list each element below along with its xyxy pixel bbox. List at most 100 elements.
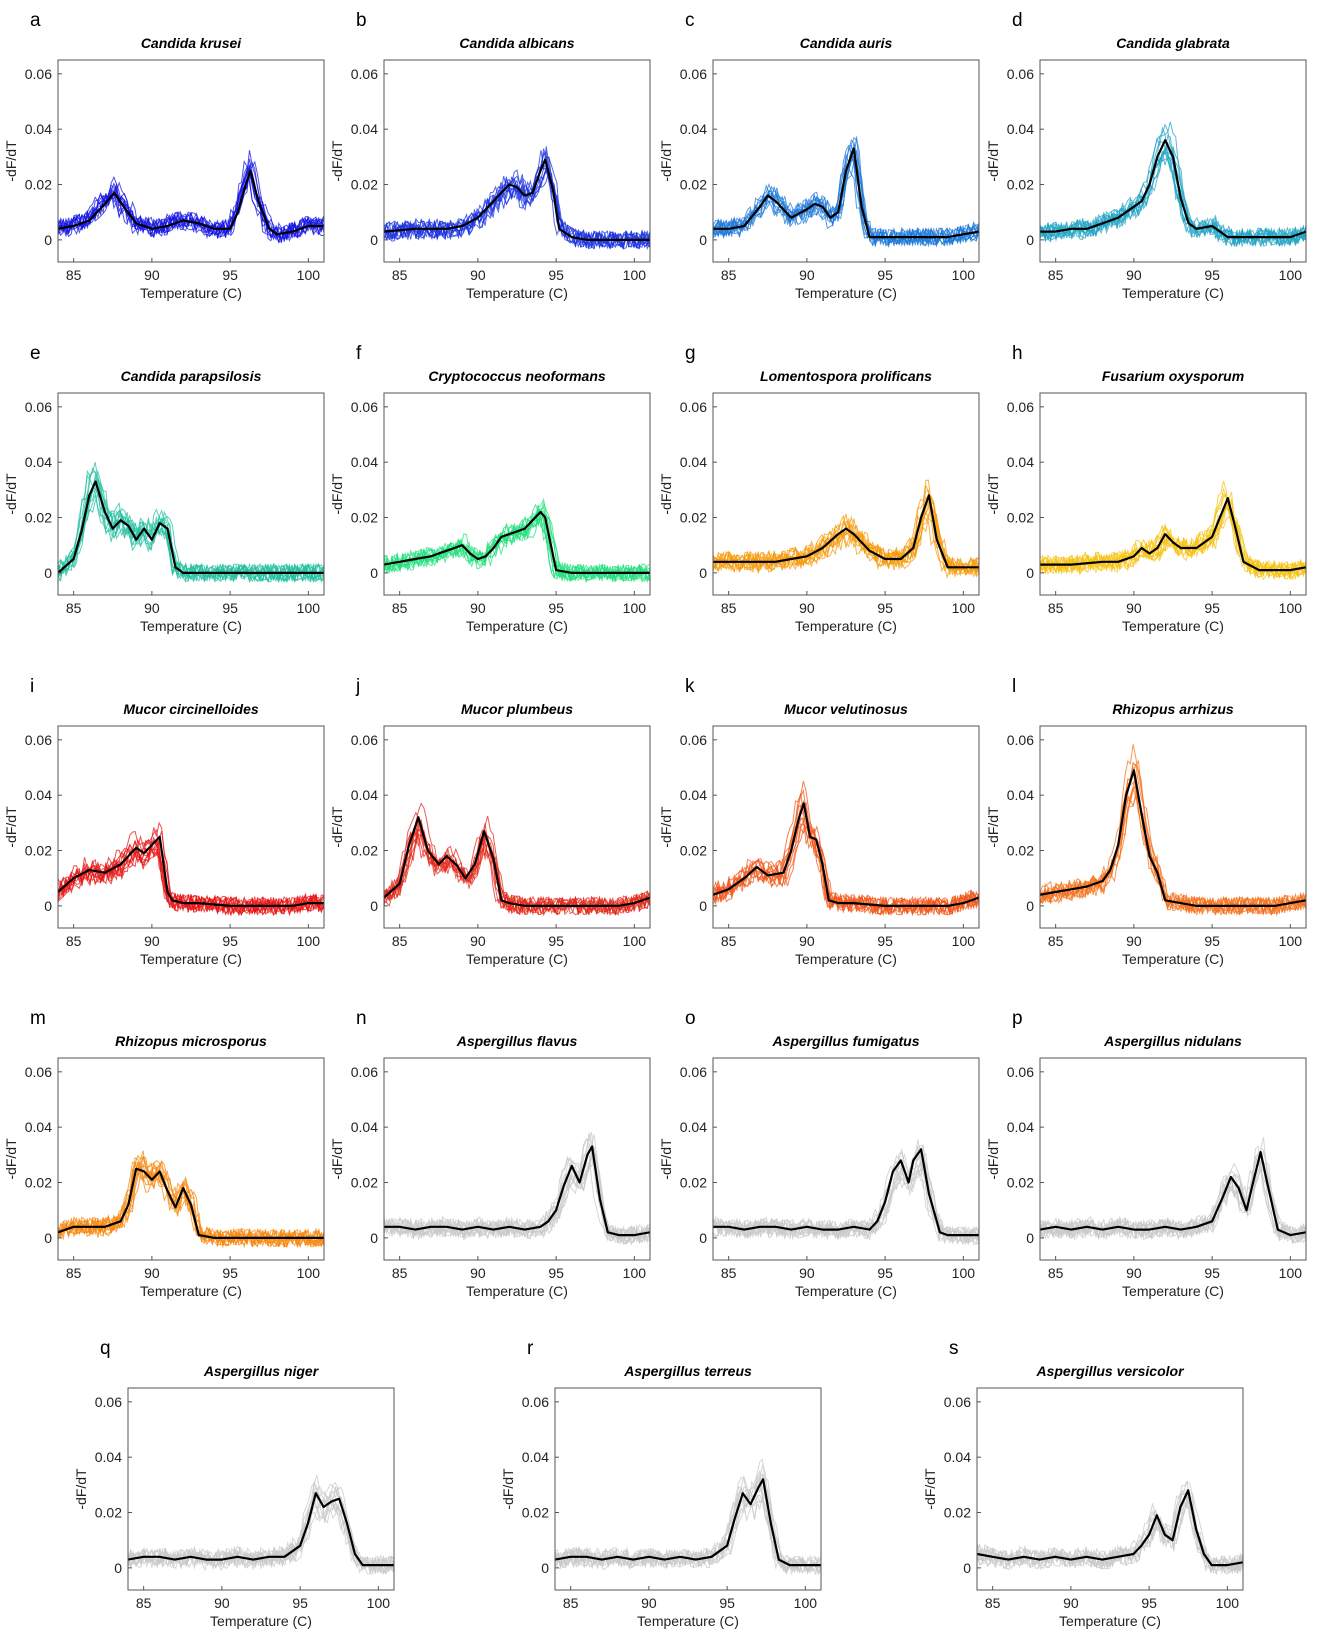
panel-h: 85 90 95 100 0 0.02 0.04 0.06 Temperature (C) -dF… bbox=[985, 343, 1307, 634]
x-tick-label: 90 bbox=[1126, 1265, 1142, 1281]
x-tick-label: 100 bbox=[297, 600, 321, 616]
x-tick-label: 90 bbox=[1126, 267, 1142, 283]
replicate-trace bbox=[58, 474, 324, 583]
axes-box bbox=[1039, 725, 1307, 929]
mean-curve bbox=[555, 1478, 821, 1567]
mean-curve bbox=[713, 494, 979, 569]
y-tick-label: 0 bbox=[370, 565, 378, 581]
x-tick-label: 85 bbox=[563, 1595, 579, 1611]
y-tick-label: 0.02 bbox=[680, 1175, 707, 1191]
panel-title: Rhizopus microsporus bbox=[115, 1033, 267, 1049]
y-tick-label: 0.02 bbox=[351, 843, 378, 859]
x-axis-label: Temperature (C) bbox=[637, 1613, 739, 1629]
y-tick-label: 0 bbox=[541, 1560, 549, 1576]
y-tick-label: 0 bbox=[44, 232, 52, 248]
panel-letter: a bbox=[30, 10, 41, 31]
x-axis-label: Temperature (C) bbox=[466, 618, 568, 634]
panel-letter: k bbox=[685, 676, 695, 697]
x-tick-label: 100 bbox=[367, 1595, 391, 1611]
axes-box bbox=[57, 392, 325, 596]
replicate-traces bbox=[1040, 744, 1306, 917]
y-tick-label: 0.06 bbox=[680, 399, 707, 415]
x-tick-label: 100 bbox=[1279, 267, 1303, 283]
x-tick-label: 95 bbox=[292, 1595, 308, 1611]
mean-curve bbox=[58, 480, 324, 575]
y-tick-label: 0.06 bbox=[25, 1064, 52, 1080]
x-axis-label: Temperature (C) bbox=[1059, 1613, 1161, 1629]
y-axis-label: -dF/dT bbox=[985, 140, 1001, 182]
panel-title: Aspergillus fumigatus bbox=[771, 1033, 919, 1049]
replicate-trace bbox=[58, 462, 324, 583]
panel-letter: q bbox=[100, 1338, 111, 1359]
panel-title: Mucor plumbeus bbox=[461, 701, 573, 717]
x-tick-label: 85 bbox=[392, 1265, 408, 1281]
panel-letter: i bbox=[30, 676, 34, 697]
y-tick-label: 0 bbox=[44, 565, 52, 581]
axes-box bbox=[712, 392, 980, 596]
x-axis-label: Temperature (C) bbox=[140, 951, 242, 967]
panel-s: 85 90 95 100 0 0.02 0.04 0.06 Temperature (C) -dF… bbox=[922, 1338, 1244, 1629]
y-tick-label: 0.02 bbox=[522, 1505, 549, 1521]
y-tick-label: 0.06 bbox=[95, 1394, 122, 1410]
x-axis-label: Temperature (C) bbox=[795, 1283, 897, 1299]
y-tick-label: 0 bbox=[44, 1230, 52, 1246]
x-tick-label: 100 bbox=[952, 1265, 976, 1281]
panel-title: Rhizopus arrhizus bbox=[1112, 701, 1234, 717]
x-axis-label: Temperature (C) bbox=[140, 618, 242, 634]
panel-a: 85 90 95 100 0 0.02 0.04 0.06 Temperature (C) -dF… bbox=[3, 10, 325, 301]
y-axis-label: -dF/dT bbox=[73, 1468, 89, 1510]
replicate-traces bbox=[58, 821, 324, 917]
panel-title: Candida albicans bbox=[459, 35, 574, 51]
x-tick-label: 90 bbox=[1126, 933, 1142, 949]
y-tick-label: 0.02 bbox=[351, 510, 378, 526]
axes-box bbox=[712, 725, 980, 929]
mean-curve bbox=[58, 169, 324, 236]
panel-title: Aspergillus nidulans bbox=[1103, 1033, 1242, 1049]
x-axis-label: Temperature (C) bbox=[1122, 618, 1224, 634]
panel-letter: m bbox=[30, 1008, 46, 1029]
replicate-trace bbox=[1040, 1137, 1306, 1241]
x-tick-label: 95 bbox=[1141, 1595, 1157, 1611]
x-tick-label: 90 bbox=[470, 267, 486, 283]
x-axis-label: Temperature (C) bbox=[466, 1283, 568, 1299]
axes-box bbox=[127, 1387, 395, 1591]
y-tick-label: 0.06 bbox=[1007, 1064, 1034, 1080]
x-axis-label: Temperature (C) bbox=[1122, 285, 1224, 301]
x-tick-label: 100 bbox=[623, 600, 647, 616]
y-tick-label: 0 bbox=[370, 232, 378, 248]
x-tick-label: 100 bbox=[1216, 1595, 1240, 1611]
panel-title: Aspergillus versicolor bbox=[1035, 1363, 1185, 1379]
x-tick-label: 95 bbox=[1204, 1265, 1220, 1281]
y-tick-label: 0.04 bbox=[351, 454, 378, 470]
replicate-trace bbox=[1040, 499, 1306, 581]
mean-curve bbox=[1040, 497, 1306, 572]
axes-box bbox=[57, 725, 325, 929]
x-tick-label: 95 bbox=[222, 1265, 238, 1281]
mean-curve bbox=[384, 816, 650, 908]
panel-letter: e bbox=[30, 343, 41, 364]
y-tick-label: 0.06 bbox=[25, 732, 52, 748]
replicate-trace bbox=[555, 1463, 821, 1574]
x-tick-label: 85 bbox=[66, 933, 82, 949]
y-tick-label: 0.04 bbox=[1007, 121, 1034, 137]
x-tick-label: 100 bbox=[952, 267, 976, 283]
y-tick-label: 0.06 bbox=[680, 1064, 707, 1080]
panel-l: 85 90 95 100 0 0.02 0.04 0.06 Temperature (C) -dF… bbox=[985, 676, 1307, 967]
x-tick-label: 100 bbox=[952, 933, 976, 949]
panel-title: Aspergillus flavus bbox=[456, 1033, 578, 1049]
x-tick-label: 85 bbox=[985, 1595, 1001, 1611]
mean-curve bbox=[384, 510, 650, 575]
x-tick-label: 100 bbox=[623, 933, 647, 949]
panel-letter: s bbox=[949, 1338, 959, 1359]
replicate-traces bbox=[384, 146, 650, 251]
panel-title: Fusarium oxysporum bbox=[1102, 368, 1244, 384]
replicate-trace bbox=[1040, 759, 1306, 916]
y-tick-label: 0.02 bbox=[25, 843, 52, 859]
x-axis-label: Temperature (C) bbox=[140, 1283, 242, 1299]
y-axis-label: -dF/dT bbox=[985, 1138, 1001, 1180]
x-tick-label: 90 bbox=[470, 600, 486, 616]
x-tick-label: 85 bbox=[1048, 1265, 1064, 1281]
panel-title: Mucor circinelloides bbox=[123, 701, 259, 717]
y-axis-label: -dF/dT bbox=[3, 1138, 19, 1180]
